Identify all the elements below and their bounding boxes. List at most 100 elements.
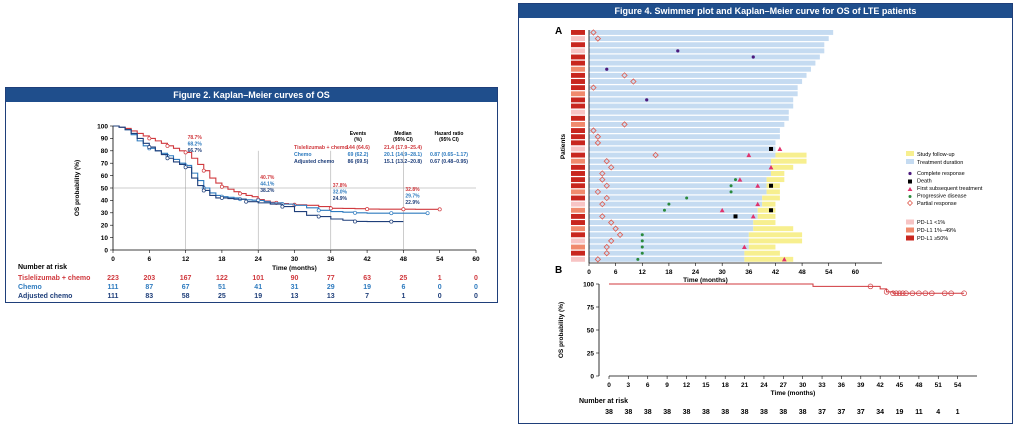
followup-bar (775, 152, 807, 158)
km-x-tick-label: 30 (799, 382, 807, 389)
progressive-disease-marker (685, 196, 689, 200)
legend-partial-response (907, 199, 913, 207)
legend-progressive-disease (908, 195, 912, 198)
stats-median: 15.1 (13.2–20.8) (384, 159, 422, 165)
risk-value: 7 (365, 293, 369, 300)
first-subsequent-marker (768, 164, 774, 170)
legend-pdl1-swatch (906, 235, 914, 241)
x-tick-label: 6 (147, 256, 151, 263)
censor-mark (316, 208, 321, 213)
pdl1-bar (571, 30, 585, 35)
y-tick-label: 50 (101, 185, 109, 192)
followup-bar (753, 226, 794, 232)
treatment-bar (589, 79, 803, 84)
risk-arm: Chemo (18, 284, 42, 291)
treatment-bar (589, 152, 776, 158)
death-marker (769, 146, 774, 151)
stats-events: 69 (62.2) (348, 152, 369, 158)
treatment-bar (589, 121, 785, 127)
km-x-tick-label: 45 (896, 382, 904, 389)
pdl1-bar (571, 42, 585, 48)
followup-bar (766, 189, 780, 195)
censor-mark (389, 219, 394, 224)
progressive-disease-marker (662, 208, 666, 212)
stats-events: 86 (69.5) (348, 159, 369, 165)
x-axis-label: Time (months) (272, 265, 317, 272)
risk-value: 122 (216, 275, 228, 282)
pdl1-bar (571, 91, 585, 97)
risk-value: 6 (401, 284, 405, 291)
death-marker (733, 214, 738, 219)
y-tick-label: 70 (101, 161, 109, 168)
landmark-value: 32.8% (405, 187, 420, 193)
pdl1-bar (571, 220, 585, 225)
risk-value: 63 (363, 275, 371, 282)
risk-table-title: Number at risk (18, 264, 67, 271)
censor-mark (401, 207, 406, 212)
followup-bar (762, 195, 780, 201)
complete-response-marker (751, 55, 755, 59)
km-x-tick-label: 15 (702, 382, 710, 389)
pdl1-bar (571, 213, 585, 219)
swimmer-x-tick-label: 42 (772, 269, 780, 276)
risk-value: 111 (108, 293, 119, 300)
partial-response-marker (608, 164, 615, 171)
legend-complete-response (908, 171, 912, 176)
km-y-tick-label: 50 (587, 327, 595, 334)
x-tick-label: 48 (400, 256, 408, 263)
followup-bar (771, 171, 785, 176)
pdl1-bar (571, 183, 585, 189)
swimmer-x-tick-label: 36 (745, 269, 753, 276)
censor-mark (165, 156, 170, 161)
km-censor-mark (929, 290, 935, 297)
stats-hr: 0.67 (0.48–0.95) (430, 159, 468, 165)
followup-bar (753, 220, 776, 225)
legend-swatch-treatment (906, 159, 914, 164)
km-censor-mark (922, 290, 929, 297)
legend-first-subsequent (907, 187, 913, 191)
censor-mark (425, 211, 430, 216)
risk-value: 83 (145, 293, 153, 300)
progressive-disease-marker (640, 245, 644, 249)
treatment-bar (589, 42, 825, 48)
km-x-tick-label: 3 (627, 382, 631, 389)
km-risk-value: 37 (838, 409, 846, 416)
stats-header-sub: (95% CI) (393, 137, 413, 143)
stats-arm: Tislelizumab + chemo (294, 145, 348, 151)
followup-bar (757, 213, 776, 219)
x-tick-label: 0 (111, 256, 115, 263)
partial-response-marker (594, 133, 602, 140)
km-x-tick-label: 36 (838, 382, 846, 389)
risk-value: 25 (218, 293, 226, 300)
pdl1-bar (571, 140, 585, 146)
km-x-tick-label: 27 (780, 382, 788, 389)
swimmer-x-tick-label: 12 (639, 269, 647, 276)
km-x-tick-label: 6 (646, 382, 650, 389)
km-censor-mark (893, 290, 900, 297)
km-x-tick-label: 42 (877, 382, 885, 389)
landmark-value: 40.7% (260, 175, 275, 181)
treatment-bar (589, 213, 758, 219)
treatment-bar (589, 164, 772, 170)
figure-4-title: Figure 4. Swimmer plot and Kaplan–Meier … (519, 4, 1012, 18)
censor-mark (353, 219, 357, 224)
km-risk-value: 38 (721, 409, 729, 416)
partial-response-marker (603, 158, 610, 165)
first-subsequent-marker (737, 177, 743, 182)
risk-value: 0 (438, 284, 442, 291)
treatment-bar (589, 183, 767, 189)
treatment-bar (589, 140, 776, 146)
y-tick-label: 0 (104, 247, 108, 254)
panel-a-label: A (555, 26, 562, 37)
first-subsequent-marker (777, 146, 783, 151)
pdl1-bar (571, 121, 585, 127)
stats-arm: Adjusted chemo (294, 159, 334, 165)
censor-mark (280, 204, 285, 209)
y-axis-label: OS probability (%) (74, 160, 81, 216)
treatment-bar (589, 109, 789, 115)
censor-mark (219, 184, 224, 189)
treatment-bar (589, 60, 816, 66)
km-risk-value: 38 (760, 409, 768, 416)
partial-response-marker (590, 127, 597, 134)
partial-response-marker (608, 237, 615, 245)
